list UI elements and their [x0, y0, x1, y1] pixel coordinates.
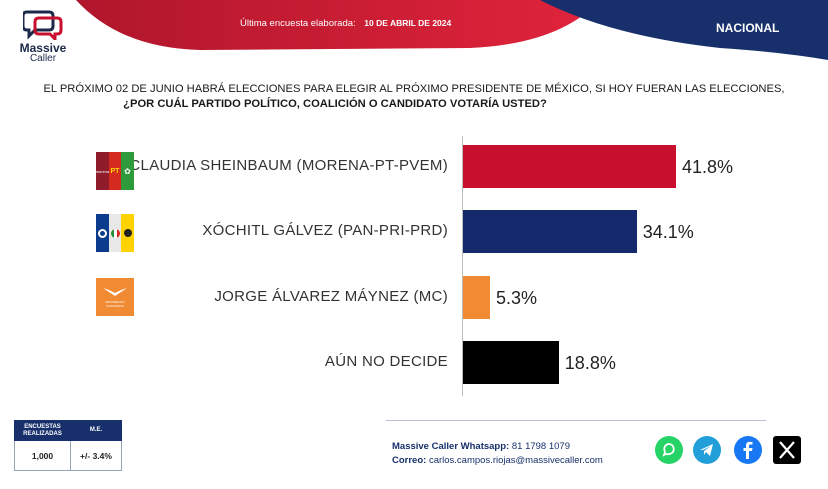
question-line-1: EL PRÓXIMO 02 DE JUNIO HABRÁ ELECCIONES …: [43, 83, 785, 95]
morena-pt-pvem-logo: morena PT ✿: [96, 152, 134, 190]
brand-name: Massive: [19, 41, 67, 55]
email-label: Correo:: [392, 455, 427, 466]
footer-divider: [386, 420, 766, 421]
facebook-icon[interactable]: [734, 436, 762, 464]
prd-logo: [121, 214, 134, 252]
pan-pri-prd-logo: [96, 214, 134, 252]
eagle-icon: [103, 288, 127, 296]
category-label-sheinbaum: CLAUDIA SHEINBAUM (MORENA-PT-PVEM): [129, 157, 448, 174]
surveys-value: 1,000: [14, 440, 71, 471]
pvem-logo: ✿: [121, 152, 134, 190]
email-contact: Correo: carlos.campos.riojas@massivecall…: [392, 455, 603, 466]
value-label-galvez: 34.1%: [642, 222, 694, 242]
telegram-icon[interactable]: [693, 436, 721, 464]
chart-axis-line: [462, 136, 463, 396]
bar-galvez: [463, 210, 637, 253]
morena-logo: morena: [96, 152, 109, 190]
margin-error-header: M.E.: [70, 420, 122, 441]
survey-date-line: Última encuesta elaborada: 10 DE ABRIL D…: [240, 18, 451, 29]
email-address[interactable]: carlos.campos.riojas@massivecaller.com: [428, 455, 603, 466]
brand-logo: Massive Caller: [18, 8, 68, 66]
x-icon[interactable]: [773, 436, 801, 464]
value-label-maynez: 5.3%: [496, 288, 538, 308]
chat-bubble-icon: [23, 10, 63, 40]
value-label-sheinbaum: 41.8%: [682, 157, 734, 177]
header-band: [76, 0, 828, 60]
margin-error-value: +/- 3.4%: [70, 440, 122, 471]
brand-name-second-line: Caller: [29, 53, 57, 64]
bar-undecided: [463, 341, 559, 384]
whatsapp-contact: Massive Caller Whatsapp: 81 1798 1079: [392, 441, 570, 452]
question-line-2: ¿POR CUÁL PARTIDO POLÍTICO, COALICIÓN O …: [123, 98, 547, 110]
survey-date-label: Última encuesta elaborada:: [240, 18, 356, 29]
movimiento-ciudadano-logo: MOVIMIENTO CIUDADANO: [96, 278, 134, 316]
pan-logo: [96, 214, 109, 252]
survey-date-value: 10 DE ABRIL DE 2024: [364, 18, 452, 28]
value-label-undecided: 18.8%: [564, 353, 616, 373]
pt-logo: PT: [109, 152, 121, 190]
header-navy-shape: [540, 0, 828, 60]
bar-sheinbaum: [463, 145, 676, 188]
whatsapp-label: Massive Caller Whatsapp:: [392, 441, 510, 452]
pri-logo: [109, 214, 121, 252]
bar-maynez: [463, 276, 490, 319]
whatsapp-number[interactable]: 81 1798 1079: [511, 441, 570, 452]
surveys-header: ENCUESTAS REALIZADAS: [14, 420, 71, 441]
scope-label: NACIONAL: [716, 21, 780, 35]
category-label-galvez: XÓCHITL GÁLVEZ (PAN-PRI-PRD): [202, 222, 448, 239]
header-red-shape: [76, 0, 600, 50]
category-label-maynez: JORGE ÁLVAREZ MÁYNEZ (MC): [214, 288, 448, 305]
category-label-undecided: AÚN NO DECIDE: [324, 353, 448, 370]
whatsapp-icon[interactable]: [655, 436, 683, 464]
survey-meta-table: ENCUESTAS REALIZADAS M.E. 1,000 +/- 3.4%: [14, 420, 122, 471]
